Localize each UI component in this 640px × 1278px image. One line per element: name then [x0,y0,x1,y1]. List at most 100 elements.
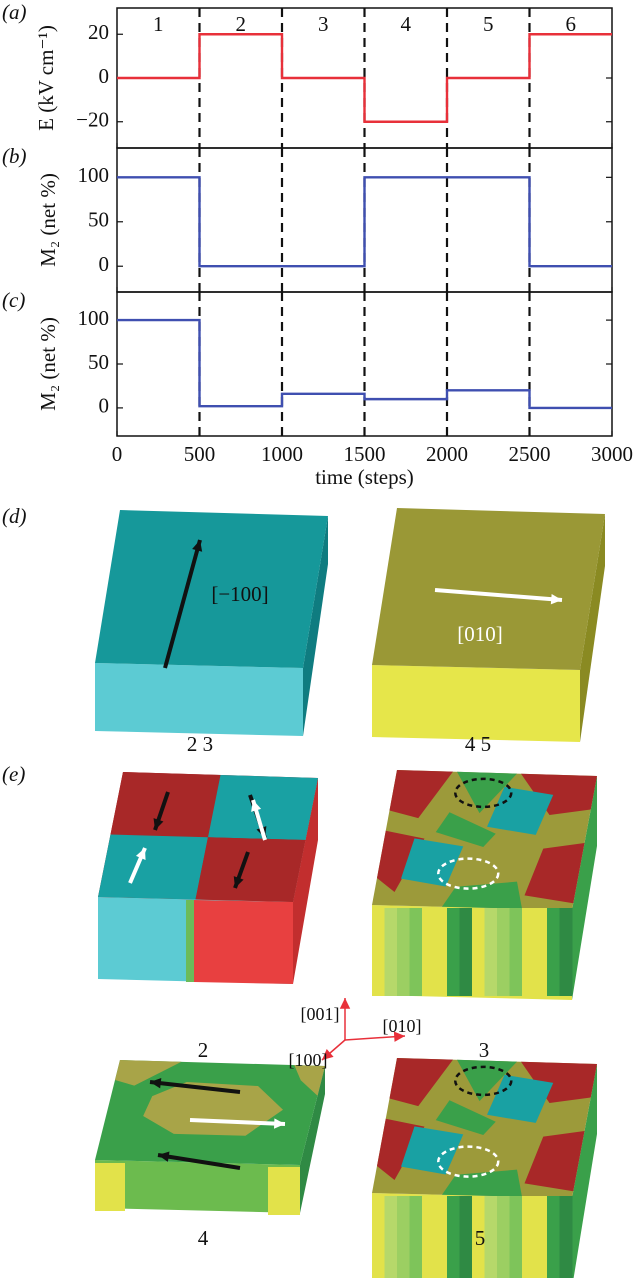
direction-label: [010] [457,622,503,646]
axis-direction: [001] [301,1004,340,1024]
domain-wall [186,900,194,982]
stripe [509,1196,523,1278]
y-axis-label: E (kV cm⁻¹) [34,25,58,131]
domain [115,1060,182,1086]
panel-label: (e) [2,762,25,786]
domain [524,1131,585,1192]
stripe [472,908,485,996]
caption: 5 [475,1226,486,1250]
segment-label: 4 [401,12,412,36]
stripe [422,908,435,996]
stripe [559,1196,573,1278]
arrow-head [158,1151,170,1162]
domain [208,775,318,840]
domain [435,812,496,847]
caption: 2 [198,1038,209,1062]
x-tick-label: 1000 [261,442,303,466]
domain [294,1065,325,1096]
stripe [434,1196,448,1278]
stripe [372,1196,385,1278]
segment-label: 1 [153,12,164,36]
domain [195,837,306,902]
vortex [437,857,500,890]
y-axis-label: M₂ (net %) [36,317,60,411]
stripe [522,908,535,996]
arrow [434,588,563,602]
arrow-head [192,540,203,552]
box-side [572,1064,597,1278]
direction-label: [−100] [211,582,268,606]
segment-label: 3 [318,12,329,36]
caption: 4 [198,1226,209,1250]
arrow-head [550,593,562,605]
stripe [472,1196,485,1278]
domain [487,786,554,835]
domain [524,843,585,904]
x-axis-label: time (steps) [315,465,414,489]
stripe [497,908,510,996]
y-tick-label: 0 [99,394,110,418]
panel-label: (b) [2,144,27,168]
arrow [157,1153,241,1170]
stripe [459,908,473,996]
vortex [454,777,513,809]
caption: 2 3 [187,732,213,756]
y-axis-label: M₂ (net %) [36,173,60,267]
stripe [534,908,548,996]
stripe [509,908,523,996]
stripe [484,908,498,996]
box-top [95,510,328,668]
stripe [268,1167,300,1215]
y-tick-label: 50 [88,350,109,374]
stripe [484,1196,498,1278]
box-side [580,514,605,742]
segment-label: 5 [483,12,494,36]
box-side [293,778,318,984]
illustrations [95,508,605,1278]
stripe [422,1196,435,1278]
x-tick-label: 500 [184,442,216,466]
box-front [372,665,580,742]
stripe [409,1196,423,1278]
stripe [447,1196,460,1278]
caption: 3 [479,1038,490,1062]
stripe [372,908,385,996]
domain [401,1126,464,1175]
box-top [372,508,605,670]
stripe [559,908,573,996]
domain [442,1169,522,1197]
arrow [189,1118,286,1126]
domain [487,1074,554,1123]
domain [98,834,208,900]
axis-direction: [100] [289,1050,328,1070]
arrow-head [233,876,244,888]
y-tick-label: 0 [99,252,110,276]
x-tick-label: 3000 [591,442,633,466]
vortex [454,1065,513,1097]
arrow [163,539,202,669]
data-line [117,33,612,123]
stripe [459,1196,473,1278]
box-front [95,663,303,736]
y-tick-label: 50 [88,208,109,232]
stripe [434,908,448,996]
arrow-head [322,1048,334,1060]
domain [521,773,597,816]
stripe [95,1163,125,1211]
y-tick-label: 100 [78,163,110,187]
y-tick-label: 0 [99,64,110,88]
stripe [522,1196,535,1278]
stripe [384,908,398,996]
x-tick-label: 0 [112,442,123,466]
box-side [300,1066,325,1213]
y-tick-label: −20 [76,108,109,132]
arrow-head [339,998,351,1009]
box-side [303,516,328,736]
box-front [194,900,293,984]
stripe [384,1196,398,1278]
x-tick-label: 2000 [426,442,468,466]
y-tick-label: 100 [78,306,110,330]
arrow-head [135,848,146,860]
arrow-head [153,818,164,830]
